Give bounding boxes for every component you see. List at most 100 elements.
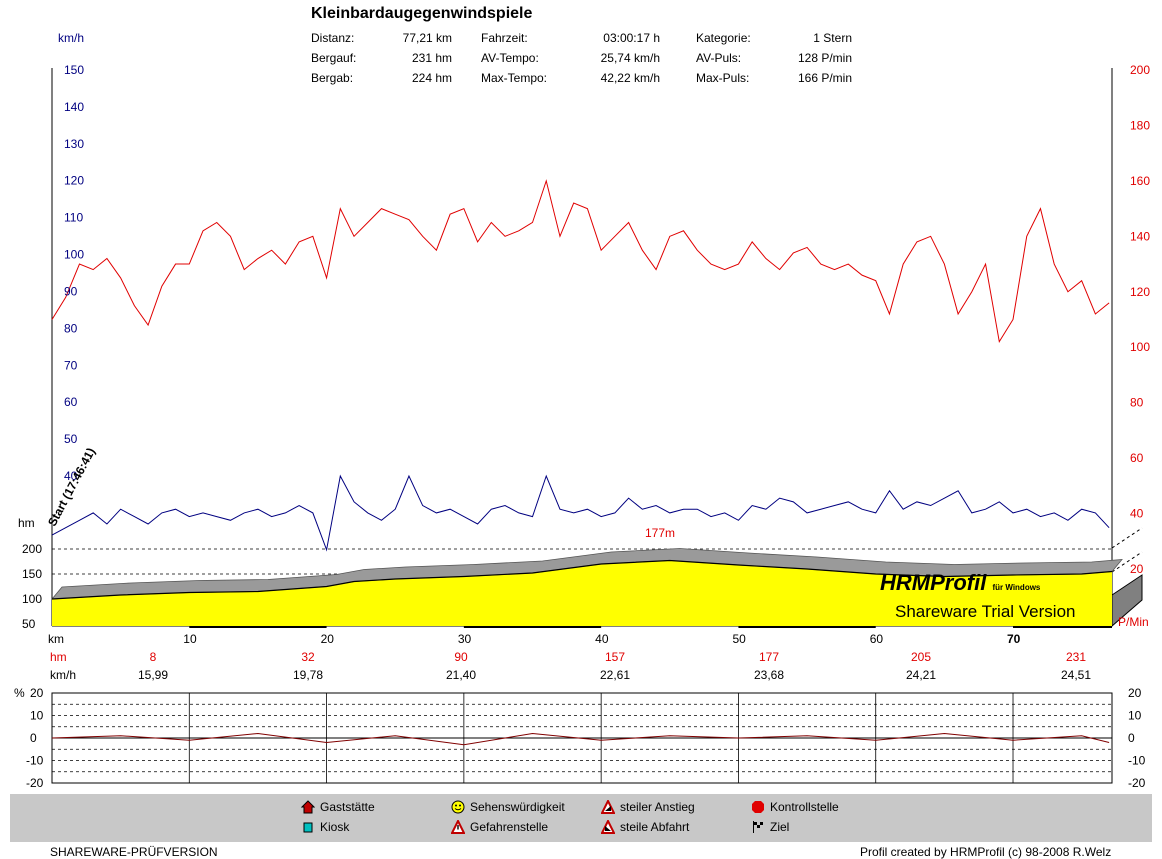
legend-item: Kiosk	[301, 820, 349, 834]
pulse-tick-label: 40	[1130, 507, 1144, 521]
legend-label: steiler Anstieg	[620, 800, 695, 814]
pulse-tick-label: 120	[1130, 285, 1150, 299]
kmh-summary-value: 24,21	[905, 668, 937, 682]
x-tick-label: 30	[458, 632, 472, 646]
kmh-row-label: km/h	[50, 668, 77, 682]
speed-tick-label: 70	[64, 358, 78, 372]
stat-value: 224 hm	[411, 71, 452, 85]
grade-tick-left: 0	[30, 731, 37, 745]
grade-layer	[51, 692, 1113, 784]
tick-layer: km/h150140130120110100908070605040P/Min2…	[14, 31, 1150, 790]
grade-tick-right: -10	[1128, 754, 1146, 768]
legend-label: Sehenswürdigkeit	[470, 800, 565, 814]
pulse-layer	[51, 179, 1110, 344]
speed-series-line	[51, 474, 1110, 552]
hm-summary-value: 177	[758, 650, 780, 664]
warning-icon	[450, 818, 466, 834]
x-tick-label: 70	[1007, 632, 1021, 646]
legend-item: steiler Anstieg	[600, 798, 695, 814]
alt-unit-label: hm	[18, 516, 35, 530]
alt-tick-label: 200	[22, 542, 42, 556]
box-edge-top	[1111, 527, 1143, 549]
stat-label: Fahrzeit:	[481, 31, 528, 45]
stat-label: AV-Tempo:	[481, 51, 539, 65]
x-tick-label: 60	[870, 632, 884, 646]
legend-label: steile Abfahrt	[620, 820, 690, 834]
legend-label: Gaststätte	[320, 800, 375, 814]
cup-icon	[301, 820, 315, 834]
x-tick-label: 50	[732, 632, 746, 646]
stat-label: Bergab:	[311, 71, 354, 85]
stat-label: Max-Puls:	[696, 71, 750, 85]
x-tick-label: 20	[321, 632, 335, 646]
speed-tick-label: 140	[64, 100, 84, 114]
speed-tick-label: 120	[64, 174, 84, 188]
stat-value: 1 Stern	[813, 31, 852, 45]
hm-summary-value: 32	[301, 650, 315, 664]
legend-item: Gefahrenstelle	[450, 818, 549, 834]
pulse-unit-label: P/Min	[1118, 615, 1149, 629]
stat-value: 128 P/min	[797, 51, 852, 65]
x-tick-label: 10	[183, 632, 197, 646]
kmh-summary-value: 23,68	[753, 668, 785, 682]
grade-tick-right: 0	[1128, 731, 1135, 745]
legend-item: Kontrollstelle	[751, 800, 839, 814]
hm-row-label: hm	[50, 650, 67, 664]
x-tick-label: 40	[595, 632, 609, 646]
stop-icon	[751, 800, 765, 814]
hm-summary-value: 157	[604, 650, 626, 664]
steep-descent-icon	[600, 818, 616, 834]
hm-summary-value: 205	[910, 650, 932, 664]
grade-tick-left: -20	[26, 776, 44, 790]
kmh-summary-value: 24,51	[1060, 668, 1092, 682]
pulse-tick-label: 200	[1130, 63, 1150, 77]
hm-summary-value: 90	[454, 650, 468, 664]
legend-label: Ziel	[770, 820, 790, 834]
speed-layer	[51, 474, 1110, 552]
speed-tick-label: 90	[64, 284, 78, 298]
altitude-line	[51, 559, 1113, 600]
peak-label: 177m	[645, 526, 676, 540]
stat-label: AV-Puls:	[696, 51, 742, 65]
watermark-brand-text: HRMProfil	[880, 570, 987, 595]
stat-value: 25,74 km/h	[600, 51, 660, 65]
speed-tick-label: 60	[64, 395, 78, 409]
grade-series-line	[51, 732, 1110, 746]
legend-label: Gefahrenstelle	[470, 820, 549, 834]
speed-tick-label: 150	[64, 63, 84, 77]
watermark-trial: Shareware Trial Version	[895, 602, 1076, 621]
altitude-layer	[51, 548, 1123, 626]
kmh-summary-value: 22,61	[599, 668, 631, 682]
house-icon	[300, 800, 316, 814]
box-edge-mid	[1111, 551, 1143, 573]
pulse-tick-label: 20	[1130, 562, 1144, 576]
pulse-tick-label: 180	[1130, 118, 1150, 132]
grade-tick-right: 20	[1128, 686, 1142, 700]
speed-tick-label: 50	[64, 432, 78, 446]
legend-label: Kontrollstelle	[770, 800, 839, 814]
kmh-summary-value: 21,40	[445, 668, 477, 682]
legend-item: steile Abfahrt	[600, 818, 690, 834]
legend-item: Sehenswürdigkeit	[451, 800, 565, 814]
grade-tick-left: 20	[30, 686, 44, 700]
pulse-tick-label: 100	[1130, 340, 1150, 354]
grade-tick-left: -10	[26, 754, 44, 768]
footer-shareware: SHAREWARE-PRÜFVERSION	[50, 845, 218, 859]
stat-label: Max-Tempo:	[481, 71, 548, 85]
stat-value: 03:00:17 h	[603, 31, 660, 45]
speed-unit-label: km/h	[58, 31, 84, 45]
stat-value: 166 P/min	[797, 71, 852, 85]
grade-tick-right: -20	[1128, 776, 1146, 790]
chart-title: Kleinbardaugegenwindspiele	[311, 5, 533, 22]
stat-value: 42,22 km/h	[600, 71, 660, 85]
grade-tick-left: 10	[30, 709, 44, 723]
stat-value: 77,21 km	[402, 31, 452, 45]
stat-label: Kategorie:	[696, 31, 751, 45]
speed-tick-label: 100	[64, 248, 84, 262]
pulse-tick-label: 80	[1130, 396, 1144, 410]
legend-item: Ziel	[751, 820, 789, 834]
stat-label: Distanz:	[311, 31, 355, 45]
speed-tick-label: 40	[64, 469, 78, 483]
stat-value: 231 hm	[411, 51, 452, 65]
alt-tick-label: 150	[22, 567, 42, 581]
